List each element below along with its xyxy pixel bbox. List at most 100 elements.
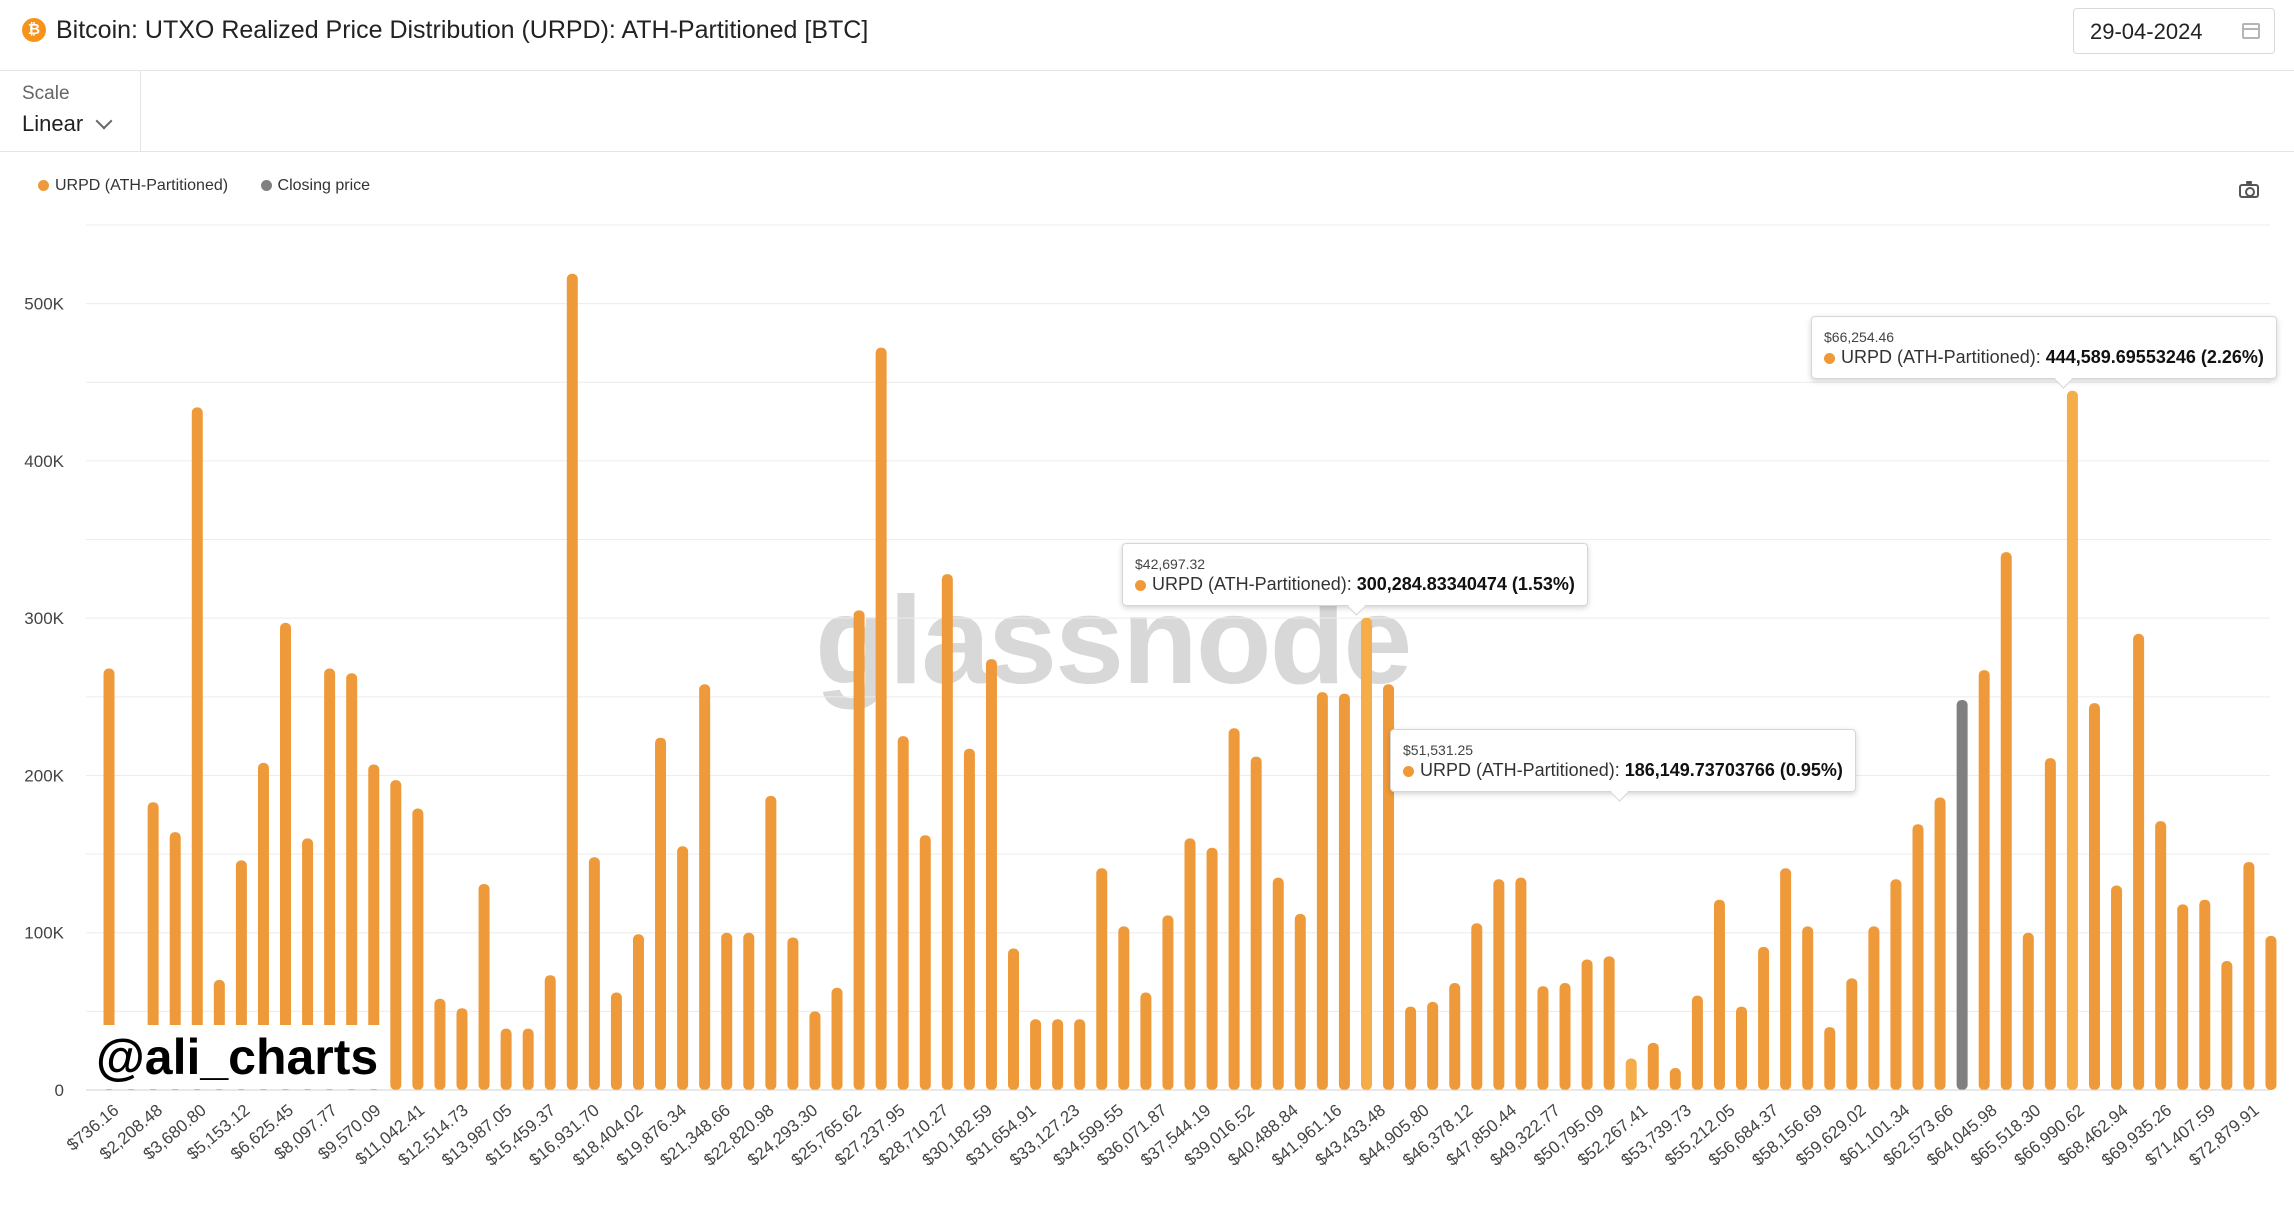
bar-urpd xyxy=(1471,923,1483,1090)
chevron-down-icon[interactable] xyxy=(95,112,113,130)
tooltip-date: $51,531.25 xyxy=(1403,742,1474,758)
bar-urpd xyxy=(1846,978,1858,1090)
calendar-icon[interactable] xyxy=(2242,23,2260,39)
tooltip-line: URPD (ATH-Partitioned): 444,589.69553246… xyxy=(1824,347,2264,368)
legend-label-urpd: URPD (ATH-Partitioned) xyxy=(55,177,229,194)
legend-item-urpd[interactable]: URPD (ATH-Partitioned) xyxy=(38,177,228,195)
tooltip-dot xyxy=(1135,580,1146,591)
tooltip-series: URPD (ATH-Partitioned): xyxy=(1841,347,2046,367)
bar-urpd xyxy=(875,347,887,1090)
bar-urpd xyxy=(1802,926,1814,1090)
tooltip-51531: $51,531.25 URPD (ATH-Partitioned): 186,1… xyxy=(1390,729,1856,802)
legend-dot-closing-price xyxy=(260,180,272,191)
y-tick-label: 200K xyxy=(24,766,64,785)
bar-urpd xyxy=(610,992,622,1090)
bar-urpd xyxy=(941,574,953,1090)
bar-urpd xyxy=(1515,877,1527,1090)
bar-urpd xyxy=(1074,1019,1086,1090)
bar-urpd xyxy=(677,846,689,1090)
bar-urpd xyxy=(897,736,909,1090)
bar-urpd xyxy=(743,932,755,1090)
bar-urpd xyxy=(1691,995,1703,1090)
bar-urpd xyxy=(985,659,997,1090)
bar-urpd xyxy=(1405,1006,1417,1090)
bar-urpd xyxy=(1294,913,1306,1090)
bar-urpd xyxy=(191,407,203,1090)
bar-urpd xyxy=(2133,633,2145,1090)
bar-urpd xyxy=(2243,861,2255,1090)
header: ₿ Bitcoin: UTXO Realized Price Distribut… xyxy=(0,0,2294,71)
bar-urpd xyxy=(1162,915,1174,1090)
bar-urpd xyxy=(147,802,159,1090)
bar-urpd xyxy=(1008,948,1020,1090)
bar-urpd xyxy=(2177,904,2189,1090)
bar-urpd xyxy=(1184,838,1196,1090)
bar-urpd xyxy=(853,610,865,1090)
bar-urpd xyxy=(1140,992,1152,1090)
bar-urpd xyxy=(699,684,711,1090)
bar-urpd xyxy=(566,273,578,1091)
bar-urpd xyxy=(1493,879,1505,1090)
bar-urpd xyxy=(478,883,490,1090)
y-tick-label: 0 xyxy=(55,1081,64,1100)
bar-urpd xyxy=(2199,899,2211,1090)
bar-urpd xyxy=(324,668,336,1090)
y-tick-label: 400K xyxy=(24,452,64,471)
y-tick-label: 100K xyxy=(24,924,64,943)
bar-urpd xyxy=(1338,693,1350,1090)
bar-urpd xyxy=(1978,670,1990,1090)
tooltip-date: $66,254.46 xyxy=(1824,329,1895,345)
y-tick-label: 300K xyxy=(24,609,64,628)
bar-urpd xyxy=(1912,824,1924,1090)
bar-urpd xyxy=(2111,885,2123,1090)
date-picker[interactable]: 29-04-2024 xyxy=(2073,8,2275,54)
author-handle: @ali_charts xyxy=(86,1025,389,1089)
tooltip-line: URPD (ATH-Partitioned): 186,149.73703766… xyxy=(1403,760,1843,781)
bar-urpd xyxy=(919,835,931,1090)
bar-urpd xyxy=(2000,552,2012,1090)
y-tick-label: 500K xyxy=(24,295,64,314)
bar-urpd xyxy=(2265,935,2277,1090)
bar-urpd xyxy=(1824,1027,1836,1090)
bar-urpd xyxy=(765,795,777,1090)
bar-urpd-highlighted xyxy=(1360,617,1372,1090)
legend-dot-urpd xyxy=(38,180,49,191)
tooltip-dot xyxy=(1824,353,1835,364)
bar-urpd xyxy=(2221,961,2233,1090)
bar-urpd xyxy=(1030,1019,1042,1090)
camera-icon[interactable] xyxy=(2239,181,2259,198)
bar-urpd xyxy=(809,1011,821,1090)
tooltip-value: 186,149.73703766 (0.95%) xyxy=(1624,760,1843,780)
controls-bar: Scale Linear xyxy=(0,71,2294,152)
bar-urpd xyxy=(280,622,292,1090)
scale-dropdown[interactable]: Scale Linear xyxy=(0,71,141,151)
urpd-bar-chart: 0100K200K300K400K500K$736.16$2,208.48$3,… xyxy=(24,224,2277,1170)
bar-urpd xyxy=(655,737,667,1090)
bar-urpd xyxy=(257,762,269,1090)
bar-urpd xyxy=(2044,758,2056,1090)
tooltip-date: $42,697.32 xyxy=(1135,556,1206,572)
tooltip-series: URPD (ATH-Partitioned): xyxy=(1152,574,1357,594)
scale-label: Scale xyxy=(22,83,70,104)
bar-urpd xyxy=(1603,956,1615,1090)
bar-urpd xyxy=(1537,986,1549,1090)
bar-urpd xyxy=(500,1028,512,1090)
tooltip-series: URPD (ATH-Partitioned): xyxy=(1420,760,1625,780)
bar-urpd xyxy=(632,934,644,1090)
date-value: 29-04-2024 xyxy=(2090,19,2203,44)
bar-urpd xyxy=(1228,728,1240,1090)
bar-urpd xyxy=(456,1008,468,1090)
bar-urpd xyxy=(1559,983,1571,1090)
tooltip-line: URPD (ATH-Partitioned): 300,284.83340474… xyxy=(1135,574,1575,595)
bar-urpd xyxy=(963,748,975,1090)
bar-urpd xyxy=(1250,756,1262,1090)
bar-urpd xyxy=(1449,983,1461,1090)
bar-urpd xyxy=(346,673,358,1090)
bar-urpd xyxy=(787,937,799,1090)
legend-item-closing-price[interactable]: Closing price xyxy=(260,177,370,195)
bar-urpd xyxy=(1272,877,1284,1090)
bitcoin-icon: ₿ xyxy=(22,18,46,42)
chart-legend: URPD (ATH-Partitioned) Closing price xyxy=(38,177,398,195)
bar-urpd xyxy=(721,932,733,1090)
bar-urpd xyxy=(1096,868,1108,1090)
